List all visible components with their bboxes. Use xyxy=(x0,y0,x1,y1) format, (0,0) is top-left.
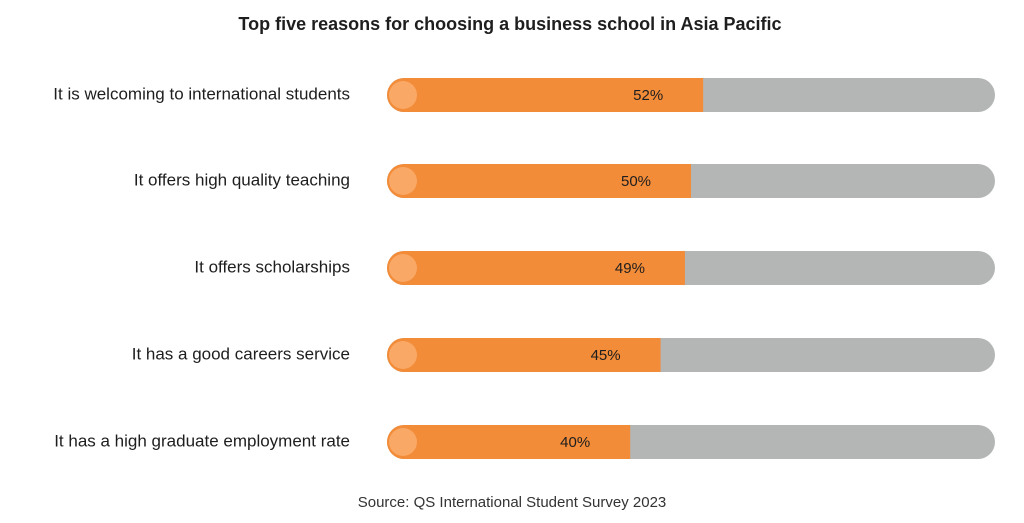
value-label: 40% xyxy=(560,434,590,451)
bar-cap xyxy=(389,254,417,282)
bar xyxy=(387,425,631,459)
category-label: It has a high graduate employment rate xyxy=(54,431,350,450)
bar-cap xyxy=(389,167,417,195)
source-note: Source: QS International Student Survey … xyxy=(358,494,667,511)
category-label: It has a good careers service xyxy=(132,344,350,363)
bar xyxy=(387,251,685,285)
category-label: It is welcoming to international student… xyxy=(53,84,350,103)
value-label: 45% xyxy=(591,347,621,364)
bar xyxy=(387,78,704,112)
bar-cap xyxy=(389,341,417,369)
bar-cap xyxy=(389,81,417,109)
bar xyxy=(387,164,691,198)
chart-title: Top five reasons for choosing a business… xyxy=(238,14,781,34)
bar xyxy=(387,338,661,372)
value-label: 50% xyxy=(621,173,651,190)
value-label: 52% xyxy=(633,87,663,104)
category-label: It offers scholarships xyxy=(194,257,350,276)
value-label: 49% xyxy=(615,260,645,277)
bar-cap xyxy=(389,428,417,456)
category-label: It offers high quality teaching xyxy=(134,170,350,189)
